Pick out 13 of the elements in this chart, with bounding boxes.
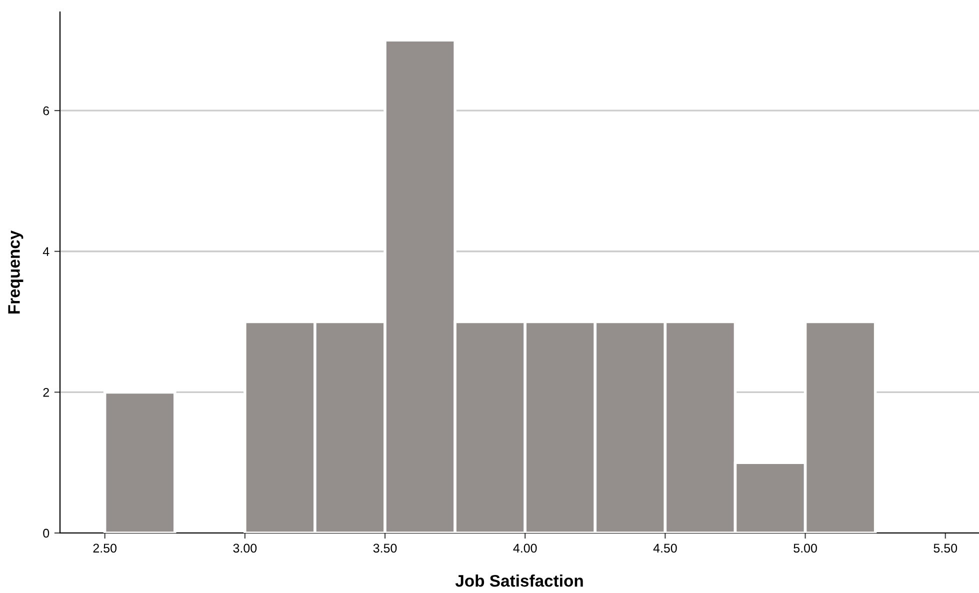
- y-tick-label: 2: [43, 388, 49, 397]
- x-tick-label: 4.00: [513, 544, 537, 553]
- x-tick-label: 5.50: [934, 544, 958, 553]
- y-tick-label: 4: [42, 247, 50, 256]
- x-axis-title: Job Satisfaction: [455, 574, 583, 587]
- y-axis-title: Frequency: [8, 230, 24, 314]
- x-tick-label: 3.00: [233, 544, 257, 553]
- x-tick-label: 2.50: [93, 544, 117, 553]
- x-tick-label: 3.50: [373, 544, 397, 553]
- x-tick-label: 4.50: [653, 544, 677, 553]
- x-tick-label: 5.00: [794, 544, 817, 553]
- y-tick-label: 6: [43, 106, 50, 116]
- y-tick-label: 0: [43, 528, 50, 538]
